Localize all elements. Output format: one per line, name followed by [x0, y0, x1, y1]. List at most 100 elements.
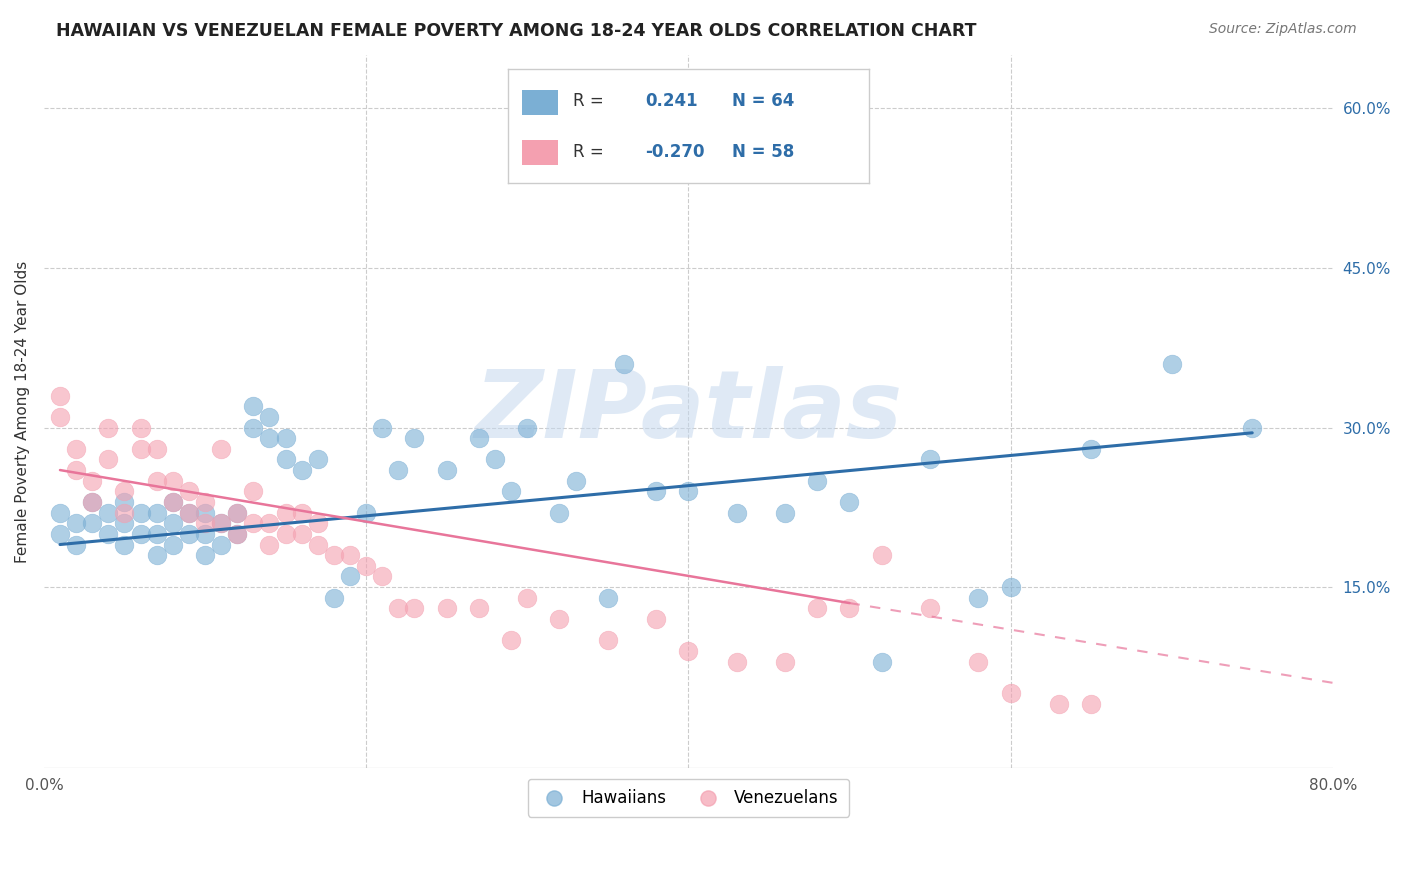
Point: [177, 484, 200, 499]
Point: [838, 601, 860, 615]
Point: [194, 548, 217, 562]
Point: [145, 548, 167, 562]
Point: [82, 495, 104, 509]
Text: Source: ZipAtlas.com: Source: ZipAtlas.com: [1209, 22, 1357, 37]
Point: [226, 527, 249, 541]
Point: [194, 495, 217, 509]
Point: [82, 516, 104, 531]
Point: [484, 452, 506, 467]
Point: [65, 463, 87, 477]
Point: [1000, 580, 1022, 594]
Point: [645, 612, 668, 626]
Point: [773, 506, 796, 520]
Point: [65, 516, 87, 531]
Point: [516, 420, 538, 434]
Point: [678, 644, 700, 658]
Point: [339, 569, 361, 583]
Point: [322, 591, 344, 605]
Point: [129, 420, 152, 434]
Point: [97, 527, 120, 541]
Point: [259, 409, 281, 424]
Legend: Hawaiians, Venezuelans: Hawaiians, Venezuelans: [527, 779, 849, 817]
Point: [436, 463, 458, 477]
Point: [97, 452, 120, 467]
Point: [209, 516, 232, 531]
Point: [129, 506, 152, 520]
Text: HAWAIIAN VS VENEZUELAN FEMALE POVERTY AMONG 18-24 YEAR OLDS CORRELATION CHART: HAWAIIAN VS VENEZUELAN FEMALE POVERTY AM…: [56, 22, 977, 40]
Point: [274, 431, 297, 445]
Point: [371, 569, 394, 583]
Point: [274, 527, 297, 541]
Point: [162, 495, 184, 509]
Point: [177, 506, 200, 520]
Point: [49, 506, 72, 520]
Point: [564, 474, 586, 488]
Point: [274, 452, 297, 467]
Point: [773, 655, 796, 669]
Point: [194, 527, 217, 541]
Point: [291, 506, 314, 520]
Point: [870, 548, 893, 562]
Point: [114, 495, 136, 509]
Point: [97, 420, 120, 434]
Point: [678, 484, 700, 499]
Point: [162, 516, 184, 531]
Point: [49, 409, 72, 424]
Point: [1241, 420, 1264, 434]
Point: [596, 633, 619, 648]
Point: [404, 431, 426, 445]
Point: [404, 601, 426, 615]
Point: [870, 655, 893, 669]
Point: [274, 506, 297, 520]
Point: [548, 506, 571, 520]
Point: [129, 527, 152, 541]
Point: [114, 537, 136, 551]
Point: [354, 506, 377, 520]
Point: [501, 633, 523, 648]
Point: [596, 591, 619, 605]
Point: [162, 474, 184, 488]
Point: [209, 442, 232, 456]
Point: [145, 527, 167, 541]
Point: [1080, 442, 1102, 456]
Point: [307, 537, 329, 551]
Point: [291, 463, 314, 477]
Point: [725, 506, 748, 520]
Point: [613, 357, 636, 371]
Point: [65, 537, 87, 551]
Point: [194, 506, 217, 520]
Point: [226, 506, 249, 520]
Point: [114, 516, 136, 531]
Point: [387, 463, 409, 477]
Point: [177, 527, 200, 541]
Point: [194, 516, 217, 531]
Point: [468, 431, 491, 445]
Point: [516, 591, 538, 605]
Point: [259, 431, 281, 445]
Point: [838, 495, 860, 509]
Point: [501, 484, 523, 499]
Point: [177, 506, 200, 520]
Point: [209, 537, 232, 551]
Point: [548, 612, 571, 626]
Point: [82, 495, 104, 509]
Text: ZIPatlas: ZIPatlas: [474, 366, 903, 458]
Point: [145, 442, 167, 456]
Point: [806, 601, 828, 615]
Point: [339, 548, 361, 562]
Point: [242, 399, 264, 413]
Point: [259, 516, 281, 531]
Point: [145, 506, 167, 520]
Point: [1080, 697, 1102, 711]
Point: [725, 655, 748, 669]
Point: [49, 388, 72, 402]
Point: [1000, 686, 1022, 700]
Point: [65, 442, 87, 456]
Point: [82, 474, 104, 488]
Point: [114, 506, 136, 520]
Point: [259, 537, 281, 551]
Point: [242, 484, 264, 499]
Point: [468, 601, 491, 615]
Point: [1160, 357, 1182, 371]
Point: [242, 420, 264, 434]
